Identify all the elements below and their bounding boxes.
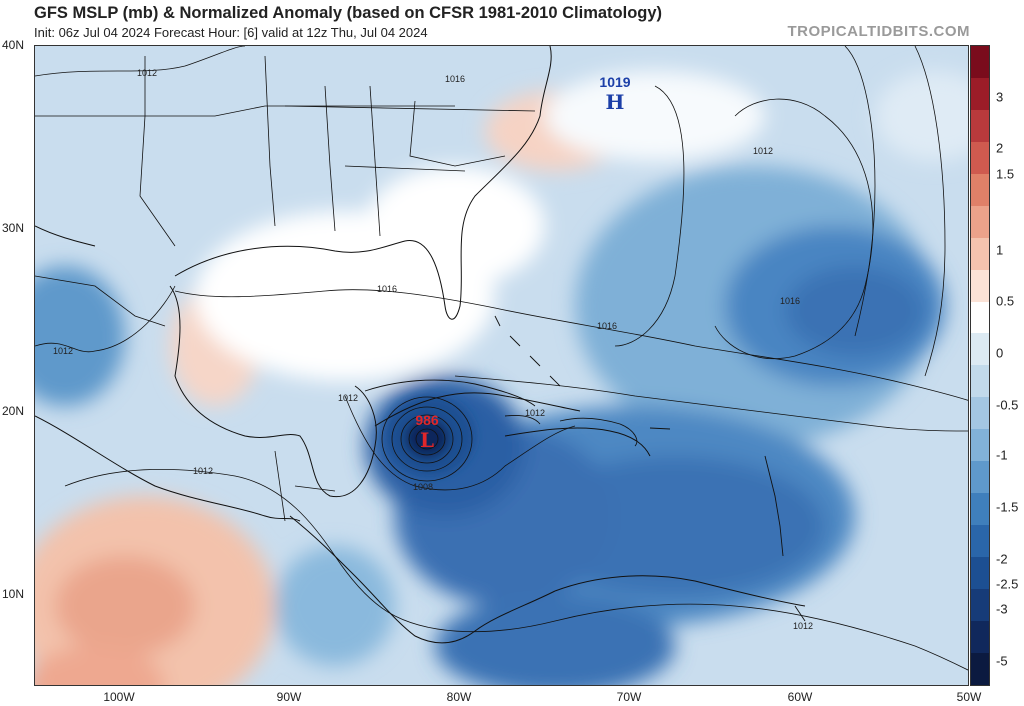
isobar-label: 1016 [445,74,466,84]
colorbar-segment [971,652,989,685]
high-pressure-marker: H [605,90,625,114]
colorbar-segment [971,301,989,334]
lon-label-100w: 100W [103,690,135,704]
colorbar-segment [971,493,989,526]
isobar-label: 1016 [377,284,398,294]
anomaly-field [35,46,968,685]
colorbar-segment [971,205,989,238]
isobar-label: 1012 [525,408,546,418]
lon-label-50w: 50W [956,690,982,704]
isobar-label: 1012 [53,346,74,356]
colorbar-segment [971,588,989,621]
colorbar-segment [971,461,989,494]
colorbar-segment [971,365,989,398]
lat-label-20n: 20N [2,404,25,418]
isobar-label: 1012 [753,146,774,156]
isobar-label: 1012 [338,393,359,403]
isobar-label: 1016 [780,296,801,306]
chart-subtitle: Init: 06z Jul 04 2024 Forecast Hour: [6]… [34,25,428,40]
colorbar-segment [971,397,989,430]
colorbar-label: -2.5 [996,576,1019,592]
colorbar-segment [971,620,989,653]
high-pressure-value: 1019 [599,74,631,90]
colorbar-segment [971,141,989,174]
lat-label-30n: 30N [2,221,25,235]
lat-label-10n: 10N [2,587,25,601]
colorbar-segment [971,109,989,142]
colorbar-label: -1.5 [996,499,1019,515]
colorbar-label: -3 [996,601,1008,617]
isobar-label: 1012 [193,466,214,476]
isobar-label: 1012 [793,621,814,631]
isobar-label: 1016 [597,321,618,331]
colorbar-segment [971,557,989,589]
colorbar-segment [971,173,989,206]
low-pressure-marker: L [419,428,435,452]
colorbar-label: 1 [996,242,1004,258]
isobars [35,46,968,671]
chart-title: GFS MSLP (mb) & Normalized Anomaly (base… [34,4,663,22]
colorbar-label: -0.5 [996,397,1019,413]
isobar-label: 1012 [137,68,158,78]
isobar-label: 1008 [413,482,434,492]
site-credit: TROPICALTIDBITS.COM [787,23,970,40]
low-pressure-value: 986 [415,412,439,428]
coastlines [35,46,806,644]
colorbar-segment [971,429,989,462]
map-panel: 1012 1016 1012 1016 1016 1016 1012 1012 … [34,45,969,686]
colorbar-label: 2 [996,140,1004,156]
lon-label-60w: 60W [787,690,813,704]
colorbar-segment [971,333,989,366]
colorbar-segment [971,46,989,78]
lon-label-80w: 80W [446,690,472,704]
colorbar-label: -5 [996,653,1008,669]
colorbar-segment [971,237,989,270]
colorbar-segment [971,269,989,302]
colorbar-segment [971,77,989,110]
colorbar-label: 0.5 [996,293,1015,309]
colorbar-label: 1.5 [996,166,1015,182]
colorbar [970,45,990,686]
colorbar-label: 3 [996,89,1004,105]
lon-label-70w: 70W [616,690,642,704]
lon-label-90w: 90W [276,690,302,704]
colorbar-segment [971,525,989,557]
colorbar-label: 0 [996,345,1004,361]
lat-label-40n: 40N [2,38,25,52]
colorbar-label: -2 [996,551,1008,567]
colorbar-label: -1 [996,447,1008,463]
